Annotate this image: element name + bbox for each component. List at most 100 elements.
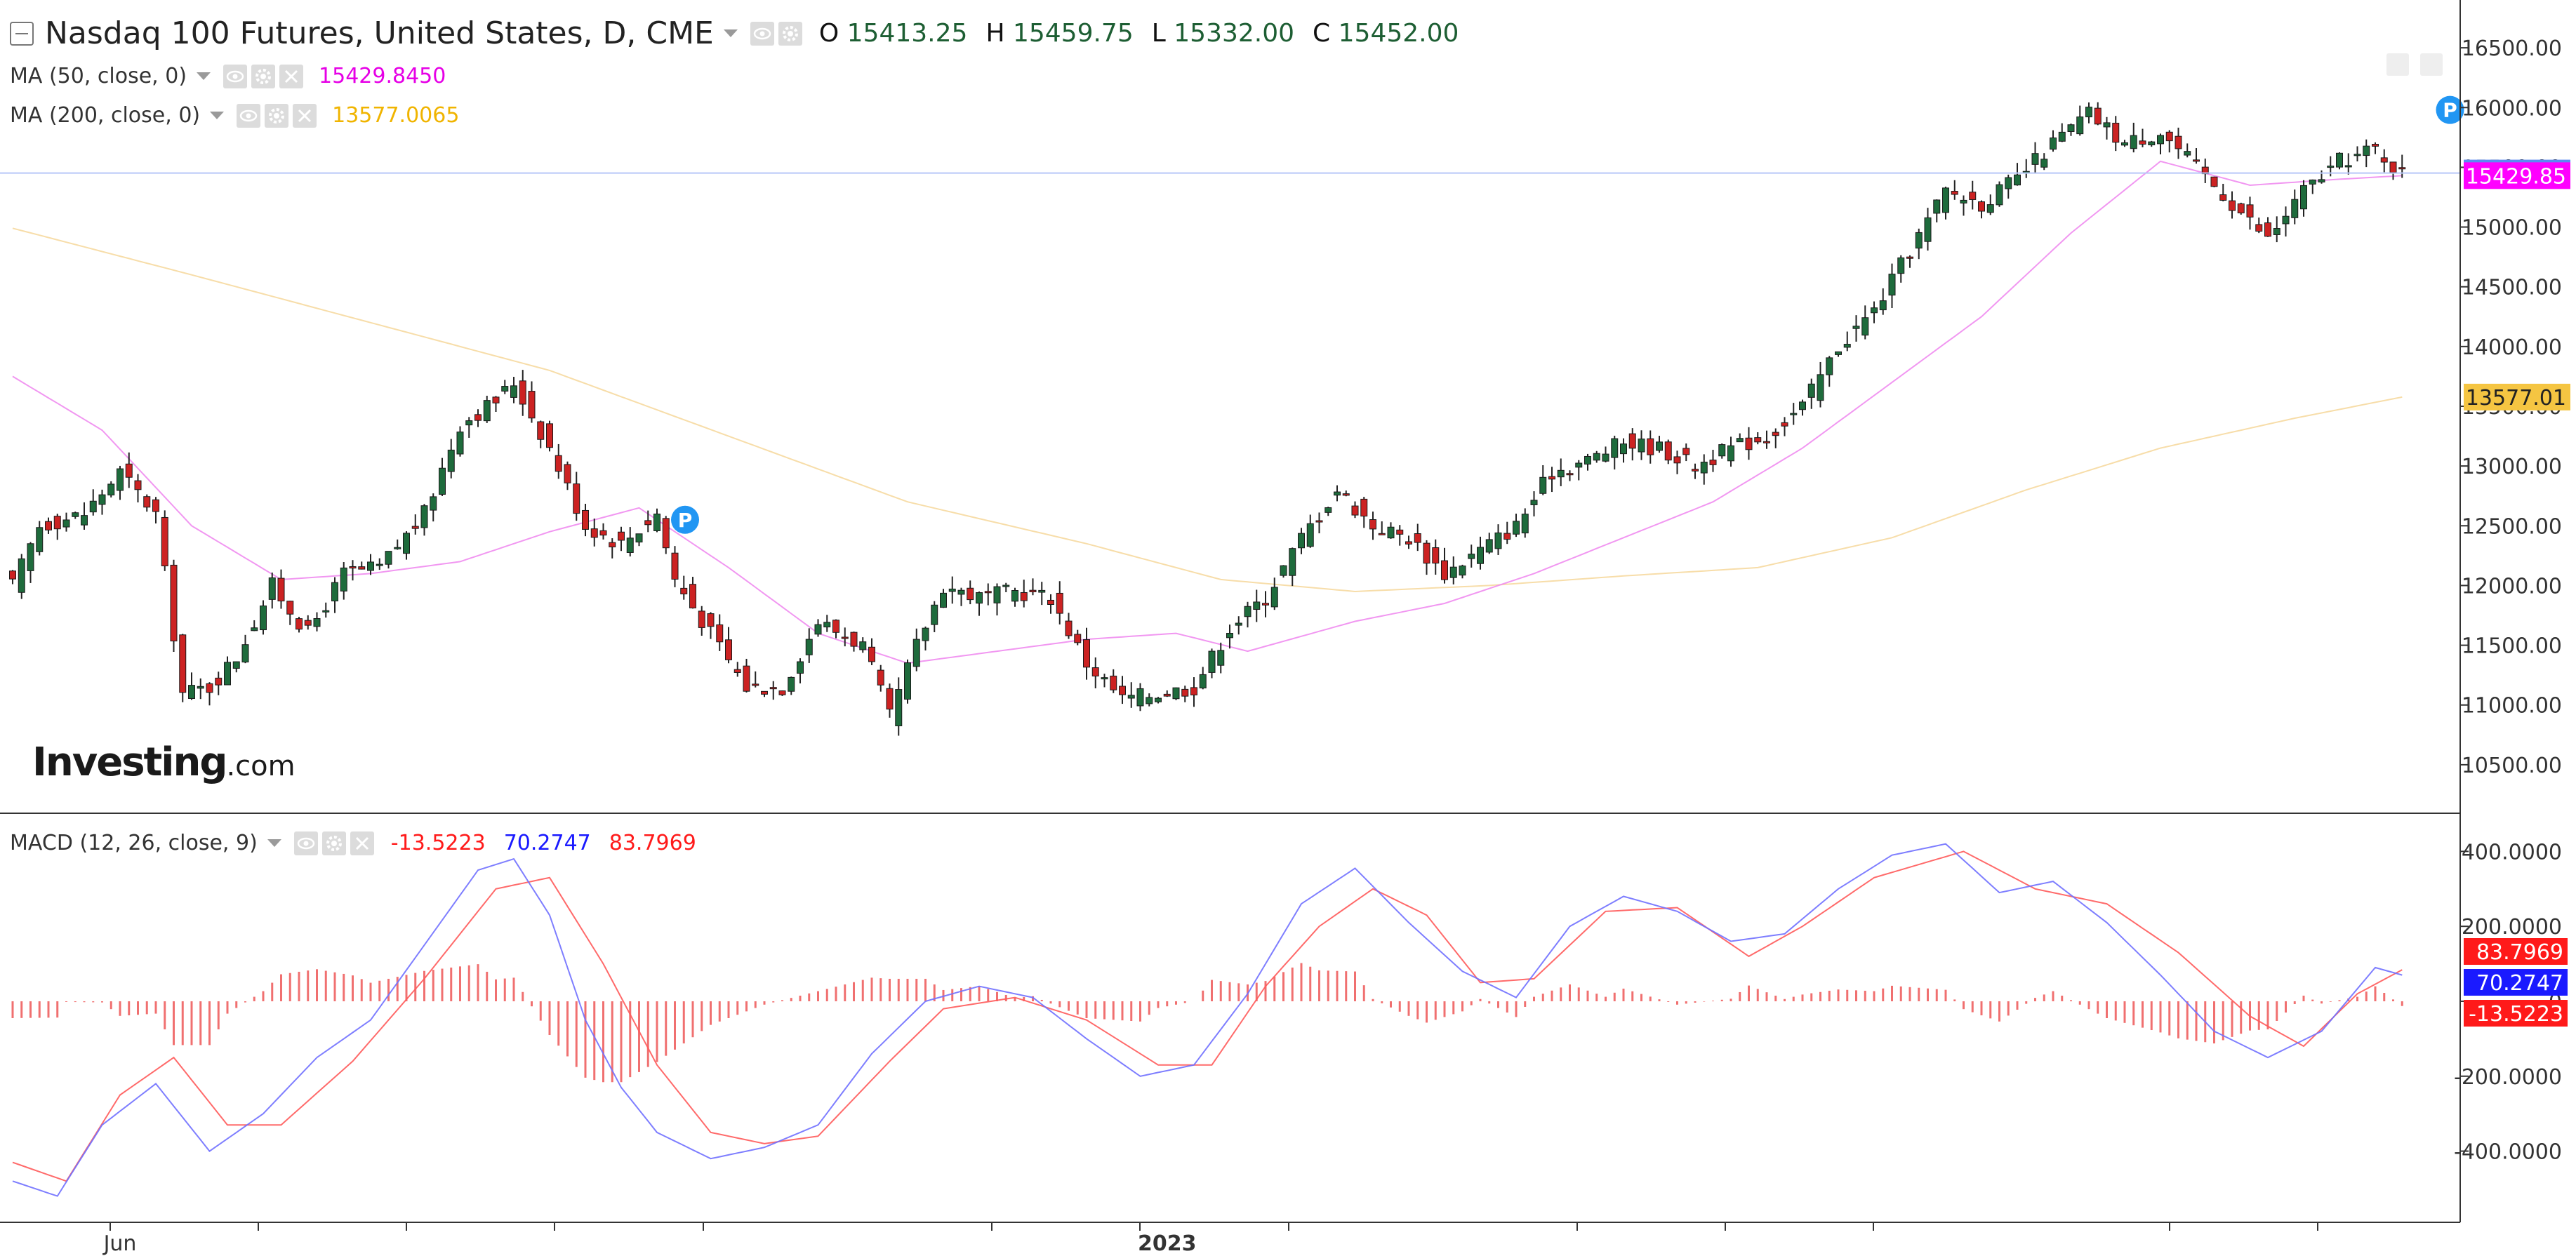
- ma50-dropdown-caret-icon[interactable]: [197, 72, 211, 80]
- ma50-visibility-icon[interactable]: [223, 64, 248, 88]
- p-marker-icon[interactable]: P: [671, 505, 699, 534]
- candle-body: [322, 610, 330, 613]
- candle: [367, 554, 374, 575]
- candle: [2005, 174, 2012, 199]
- candle-body: [832, 620, 839, 633]
- candle-body: [2210, 176, 2218, 187]
- candle: [1432, 539, 1440, 575]
- p-marker-icon[interactable]: P: [2436, 95, 2464, 124]
- candle-body: [1029, 589, 1037, 592]
- candle-body: [609, 542, 616, 547]
- candle-body: [1468, 554, 1475, 559]
- candle-body: [1065, 620, 1073, 636]
- candle: [1351, 501, 1359, 519]
- ma200-settings-icon[interactable]: [265, 103, 289, 128]
- marker-layer[interactable]: PP: [671, 95, 2464, 534]
- candle: [2210, 176, 2218, 187]
- candle-body: [1647, 438, 1654, 455]
- macd-visibility-icon[interactable]: [293, 831, 318, 855]
- price-tick-label: 10500.00: [2462, 754, 2562, 778]
- candle: [1289, 547, 1296, 587]
- candle: [2085, 102, 2092, 123]
- candle-body: [215, 677, 223, 686]
- candle-body: [716, 624, 724, 643]
- candle: [2067, 123, 2075, 136]
- candle-body: [206, 683, 213, 693]
- candle-body: [1002, 584, 1010, 587]
- candle: [609, 538, 616, 559]
- candle-body: [313, 618, 321, 627]
- collapse-icon[interactable]: [10, 21, 34, 46]
- candle-body: [385, 551, 392, 565]
- candle-body: [1047, 599, 1054, 605]
- candle-body: [1871, 307, 1878, 314]
- candle: [680, 575, 688, 600]
- candle: [215, 672, 223, 695]
- candle: [501, 380, 509, 394]
- candle-body: [1781, 422, 1788, 427]
- ma50-settings-icon[interactable]: [251, 64, 276, 88]
- candle-body: [394, 547, 401, 549]
- candle: [296, 617, 303, 633]
- candle-body: [2058, 131, 2066, 142]
- candle: [1172, 687, 1180, 700]
- candle: [1638, 430, 1645, 460]
- macd-axis-badge: -13.5223: [2464, 1000, 2568, 1027]
- candle: [590, 519, 598, 547]
- candle-body: [2085, 107, 2092, 118]
- candle-body: [850, 632, 858, 647]
- candle-body: [2112, 122, 2120, 143]
- candle-body: [976, 592, 983, 604]
- candle-body: [1772, 432, 1779, 436]
- candle-body: [439, 467, 446, 495]
- candle-body: [1951, 191, 1958, 195]
- candle: [117, 465, 124, 500]
- candle: [1647, 430, 1654, 464]
- visibility-icon[interactable]: [750, 21, 774, 46]
- candle-body: [18, 558, 25, 593]
- candle: [948, 576, 956, 604]
- candle-body: [1119, 686, 1126, 695]
- candle: [2157, 133, 2164, 155]
- macd-signal-value: 83.7969: [609, 831, 696, 855]
- candle-body: [2139, 140, 2146, 145]
- macd-dropdown-caret-icon[interactable]: [267, 839, 281, 847]
- candle-body: [1843, 344, 1851, 348]
- ma200-line: [12, 227, 2403, 593]
- candle: [1584, 453, 1591, 471]
- settings-gear-icon[interactable]: [778, 21, 802, 46]
- macd-hist-value: -13.5223: [390, 831, 486, 855]
- ma50-line-layer: [12, 160, 2403, 664]
- candle-body: [769, 687, 777, 690]
- candle-body: [1334, 491, 1341, 496]
- candle: [1155, 697, 1162, 704]
- ma200-dropdown-caret-icon[interactable]: [210, 112, 225, 119]
- candle: [599, 523, 607, 540]
- candle: [98, 489, 106, 515]
- candlestick-layer[interactable]: [9, 102, 2406, 736]
- ma50-close-icon[interactable]: [279, 64, 304, 88]
- candle-body: [1298, 533, 1305, 549]
- candle-body: [1262, 603, 1269, 606]
- candle-body: [1656, 441, 1663, 451]
- candle-body: [2014, 174, 2021, 186]
- info-icon[interactable]: [2386, 53, 2409, 76]
- ma200-visibility-icon[interactable]: [237, 103, 261, 128]
- candle-body: [1826, 357, 1833, 375]
- macd-close-icon[interactable]: [350, 831, 374, 855]
- candle-body: [1270, 587, 1278, 608]
- macd-settings-icon[interactable]: [321, 831, 346, 855]
- candle: [1127, 682, 1135, 708]
- candle: [62, 512, 70, 532]
- candle-body: [1342, 493, 1350, 496]
- candle: [1513, 514, 1520, 537]
- candle: [546, 420, 553, 452]
- candle: [510, 377, 517, 403]
- candle: [1593, 450, 1600, 463]
- ma200-close-icon[interactable]: [293, 103, 317, 128]
- download-icon[interactable]: [2420, 53, 2443, 76]
- ma50-legend: MA (50, close, 0) 15429.8450: [10, 64, 446, 88]
- title-dropdown-caret-icon[interactable]: [723, 29, 738, 37]
- candle-body: [797, 661, 804, 674]
